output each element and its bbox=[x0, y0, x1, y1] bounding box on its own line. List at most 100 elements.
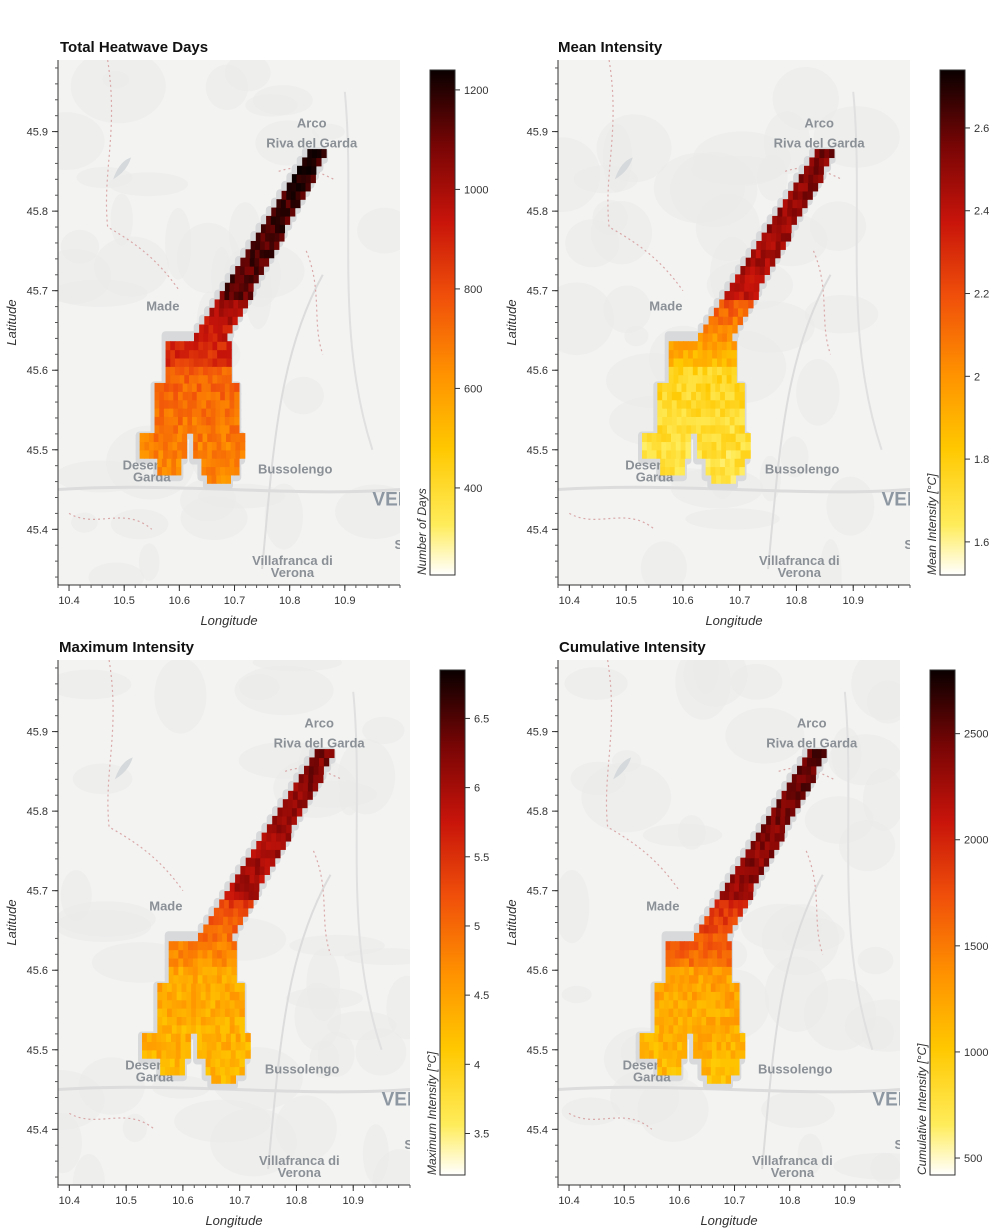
heatmap-cell bbox=[244, 882, 250, 892]
heatmap-cell bbox=[166, 1049, 172, 1059]
heatmap-cell bbox=[759, 274, 765, 284]
y-tick-label: 45.5 bbox=[27, 1045, 48, 1057]
heatmap-cell bbox=[197, 1041, 203, 1051]
heatmap-cell bbox=[710, 1066, 717, 1076]
heatmap-cell bbox=[646, 433, 653, 443]
heatmap-cell bbox=[171, 991, 178, 1001]
heatmap-cell bbox=[308, 765, 315, 775]
heatmap-cell bbox=[224, 1016, 231, 1026]
heatmap-cell bbox=[659, 1016, 665, 1026]
heatmap-cell bbox=[755, 249, 762, 259]
heatmap-cell bbox=[770, 815, 777, 825]
heatmap-cell bbox=[245, 1041, 251, 1051]
heatmap-cell bbox=[782, 207, 788, 217]
heatmap-cell bbox=[216, 1041, 222, 1051]
heatmap-cell bbox=[754, 274, 760, 284]
heatmap-cell bbox=[727, 324, 733, 334]
heatmap-cell bbox=[726, 433, 732, 443]
heatmap-cell bbox=[716, 374, 723, 384]
heatmap-cell bbox=[159, 391, 165, 401]
heatmap-cell bbox=[669, 458, 676, 468]
heatmap-cell bbox=[285, 207, 291, 217]
place-label: VERO bbox=[382, 1089, 436, 1110]
heatmap-cell bbox=[179, 366, 185, 376]
heatmap-cell bbox=[764, 840, 771, 850]
heatmap-cell bbox=[814, 157, 820, 167]
x-tick-label: 10.6 bbox=[169, 595, 190, 607]
heatmap-cell bbox=[701, 433, 708, 443]
heatmap-cell bbox=[726, 349, 733, 359]
x-tick-label: 10.4 bbox=[58, 595, 79, 607]
heatmap-cell bbox=[165, 341, 171, 351]
heatmap-cell bbox=[201, 1049, 208, 1059]
heatmap-cell bbox=[161, 466, 168, 476]
heatmap-cell bbox=[186, 1008, 192, 1017]
heatmap-cell bbox=[158, 441, 164, 451]
heatmap-cell bbox=[226, 1033, 232, 1043]
heatmap-cell bbox=[238, 891, 245, 901]
heatmap-cell bbox=[663, 1049, 669, 1059]
heatmap-cell bbox=[663, 991, 670, 1001]
colorbar-tick-label: 600 bbox=[464, 383, 482, 395]
heatmap-cell bbox=[247, 291, 254, 301]
heatmap-cell bbox=[677, 1024, 684, 1034]
heatmap-cell bbox=[212, 932, 218, 942]
heatmap-cell bbox=[183, 966, 189, 976]
heatmap-cell bbox=[707, 366, 713, 376]
heatmap-cell bbox=[184, 374, 190, 384]
heatmap-cell bbox=[168, 391, 174, 401]
heatmap-cell bbox=[226, 366, 232, 376]
heatmap-cell bbox=[790, 799, 796, 809]
heatmap-cell bbox=[212, 949, 218, 959]
heatmap-cell bbox=[723, 316, 729, 326]
colorbar-tick-label: 1.6 bbox=[974, 537, 989, 549]
x-tick-label: 10.4 bbox=[59, 1195, 80, 1207]
heatmap-cell bbox=[201, 408, 207, 417]
heatmap-cell bbox=[225, 441, 232, 451]
heatmap-cell bbox=[176, 1024, 183, 1034]
heatmap-cell bbox=[739, 282, 745, 292]
heatmap-cell bbox=[228, 899, 235, 909]
heatmap-cell bbox=[221, 374, 228, 384]
heatmap-cell bbox=[795, 799, 801, 809]
heatmap-cell bbox=[178, 974, 184, 984]
heatmap-cell bbox=[275, 215, 281, 225]
y-tick-label: 45.6 bbox=[27, 365, 48, 377]
heatmap-cell bbox=[721, 949, 728, 959]
heatmap-cell bbox=[681, 1049, 688, 1059]
heatmap-cell bbox=[724, 408, 731, 417]
heatmap-cell bbox=[724, 399, 731, 409]
heatmap-cell bbox=[154, 382, 160, 392]
heatmap-cell bbox=[732, 324, 738, 334]
heatmap-cell bbox=[765, 832, 771, 842]
heatmap-cell bbox=[307, 782, 314, 792]
heatmap-cell bbox=[724, 291, 730, 301]
heatmap-cell bbox=[780, 240, 786, 250]
heatmap-cell bbox=[229, 1008, 236, 1017]
heatmap-cell bbox=[224, 382, 231, 392]
heatmap-cell bbox=[793, 182, 799, 192]
heatmap-cell bbox=[813, 165, 820, 175]
place-label: Riva del Garda bbox=[766, 736, 858, 751]
heatmap-cell bbox=[745, 857, 751, 867]
heatmap-cell bbox=[216, 974, 223, 984]
heatmap-cell bbox=[733, 899, 739, 909]
heatmap-cell bbox=[722, 932, 728, 942]
heatmap-cell bbox=[253, 266, 260, 275]
heatmap-cell bbox=[229, 282, 235, 292]
heatmap-cell bbox=[745, 433, 751, 443]
y-axis-label: Latitude bbox=[504, 899, 519, 945]
heatmap-cell bbox=[175, 1049, 182, 1059]
heatmap-cell bbox=[224, 1008, 231, 1017]
heatmap-cell bbox=[745, 266, 751, 275]
heatmap-cell bbox=[226, 949, 233, 959]
heatmap-cell bbox=[245, 257, 251, 267]
heatmap-cell bbox=[280, 207, 286, 217]
heatmap-cell bbox=[776, 232, 782, 242]
heatmap-cell bbox=[171, 999, 178, 1009]
heatmap-cell bbox=[205, 991, 212, 1001]
heatmap-cell bbox=[788, 190, 794, 200]
colorbar-label: Maximum Intensity [°C] bbox=[425, 1051, 439, 1175]
heatmap-cell bbox=[201, 424, 207, 434]
heatmap-cell bbox=[663, 999, 670, 1009]
